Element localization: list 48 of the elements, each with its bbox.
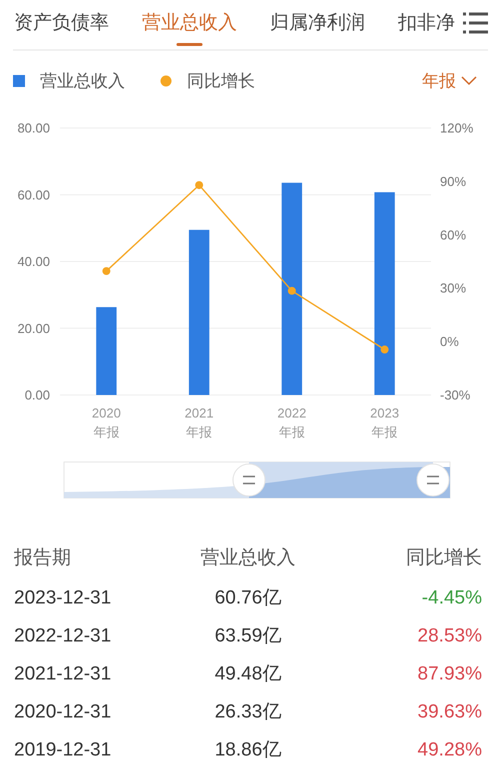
bar [188,230,210,395]
y-tick-label: 80.00 [17,120,50,136]
text: -4.45% [422,588,482,608]
bar [374,192,395,395]
text: 报告期 [13,548,71,568]
x-tick-label: 2022 年报 [277,406,306,440]
y2-tick-label: 0% [440,334,460,350]
bar [96,307,117,395]
y2-tick-label: 60% [440,227,466,242]
text: 营业总收入 [142,12,237,34]
text: 18.86亿 [214,740,282,760]
legend-label: 营业总收入 [40,72,125,90]
text: 资产负债率 [14,12,109,34]
text: 年报 [422,72,456,90]
text: 2022-12-31 [14,626,112,646]
text: 2021-12-31 [14,664,112,684]
x-tick-label: 2020 年报 [92,406,121,440]
text: 60.76亿 [214,588,282,608]
bar [282,182,302,395]
legend-label: 同比增长 [187,72,255,90]
y2-tick-label: 120% [440,120,474,136]
text: 2020-12-31 [14,702,112,722]
x-tick-label: 2023 年报 [370,406,400,440]
text: 2023-12-31 [14,588,112,608]
y2-tick-label: -30% [440,388,471,402]
point [380,346,389,354]
y-tick-label: 60.00 [17,187,50,202]
text: 49.28% [418,740,482,760]
text: 同比增长 [406,548,482,568]
y-tick-label: 0.00 [24,388,50,402]
text: 49.48亿 [214,664,282,684]
text: 87.93% [418,664,482,684]
text: 2019-12-31 [14,740,112,760]
y-tick-label: 40.00 [17,254,50,269]
y2-tick-label: 90% [440,174,466,189]
text: 63.59亿 [214,626,282,646]
text: 28.53% [418,626,482,646]
point [195,181,204,190]
text: 营业总收入 [200,548,296,568]
text: 26.33亿 [214,702,282,722]
point [288,286,296,295]
x-tick-label: 2021 年报 [184,406,214,440]
y-tick-label: 20.00 [17,320,50,336]
text: 扣非净 [397,12,455,34]
text: 归属净利润 [270,12,365,34]
point [102,267,110,276]
text: 39.63% [418,702,482,722]
y2-tick-label: 30% [440,280,466,296]
